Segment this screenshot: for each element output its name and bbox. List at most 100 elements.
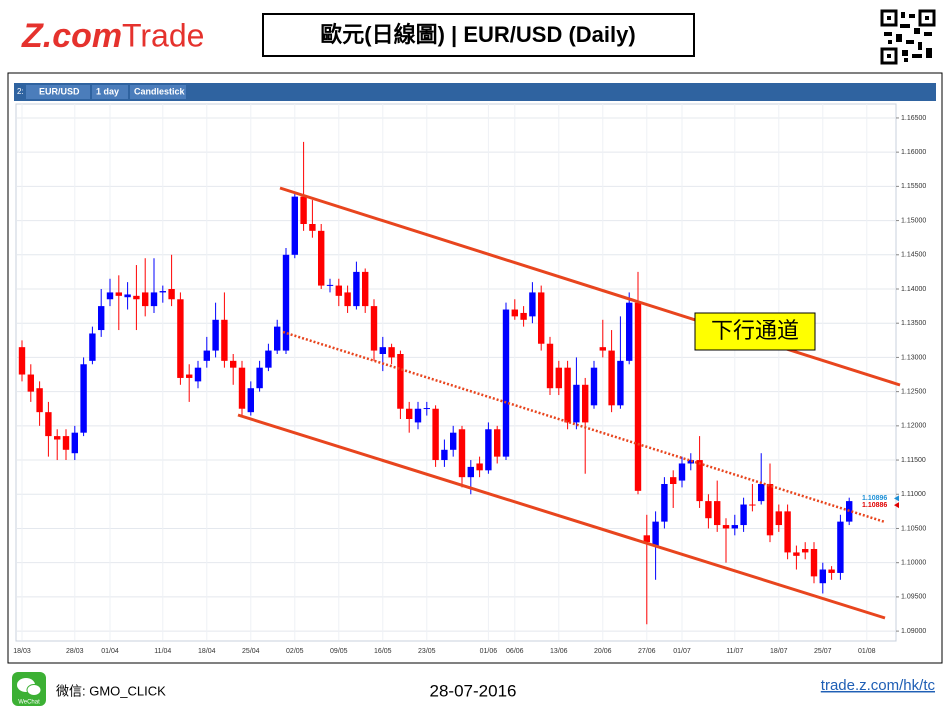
candle-body bbox=[221, 319, 228, 361]
candle-body bbox=[476, 463, 483, 471]
x-tick-label: 01/08 bbox=[858, 648, 876, 655]
annotation-box bbox=[694, 312, 816, 351]
candle-body bbox=[353, 271, 360, 307]
candle-body bbox=[458, 429, 466, 478]
toolbar-index: 2: bbox=[17, 87, 24, 96]
candle-body bbox=[766, 484, 774, 536]
x-tick-label: 01/04 bbox=[101, 648, 119, 655]
candle-body bbox=[678, 463, 686, 481]
candle-body bbox=[309, 224, 316, 231]
logo-trade: Trade bbox=[122, 17, 204, 53]
y-tick-label: 1.11000 bbox=[901, 491, 926, 498]
toolbar-interval: 1 day bbox=[96, 86, 119, 96]
candle-body bbox=[282, 254, 290, 351]
candle-body bbox=[626, 302, 633, 361]
x-tick-label: 25/07 bbox=[814, 648, 832, 655]
candle-body bbox=[758, 484, 765, 502]
candle-body bbox=[274, 326, 281, 351]
candle-body bbox=[168, 289, 175, 300]
candle-body bbox=[450, 432, 457, 450]
x-tick-label: 13/06 bbox=[550, 648, 568, 655]
x-tick-label: 23/05 bbox=[418, 648, 436, 655]
candle-body bbox=[731, 525, 738, 529]
toolbar-tab bbox=[130, 85, 186, 99]
candle-body bbox=[705, 501, 712, 519]
candle-body bbox=[89, 333, 96, 361]
candle-body bbox=[344, 292, 351, 307]
x-tick-label: 25/04 bbox=[242, 648, 260, 655]
candle-body bbox=[142, 292, 149, 307]
candle-body bbox=[247, 388, 254, 413]
candle-body bbox=[80, 364, 87, 433]
plot-area bbox=[15, 103, 897, 642]
candle-body bbox=[670, 477, 677, 484]
price-marker-label: 1.10886 bbox=[862, 502, 887, 509]
candle-body bbox=[326, 284, 334, 286]
candle-body bbox=[599, 347, 606, 351]
x-tick-label: 16/05 bbox=[374, 648, 392, 655]
candle-body bbox=[775, 511, 782, 526]
candle-body bbox=[150, 292, 158, 307]
candle-body bbox=[194, 367, 202, 382]
candle-body bbox=[643, 535, 650, 543]
candle-body bbox=[212, 319, 219, 351]
candle-body bbox=[18, 347, 26, 375]
candle-body bbox=[362, 271, 369, 307]
candle-body bbox=[133, 295, 140, 300]
toolbar-style: Candlestick bbox=[134, 86, 186, 96]
candle-body bbox=[98, 306, 105, 331]
mid-channel-line bbox=[282, 330, 886, 524]
candle-body bbox=[538, 292, 545, 344]
candle-body bbox=[740, 504, 747, 526]
x-tick-label: 28/03 bbox=[66, 648, 84, 655]
candle-body bbox=[573, 384, 580, 423]
y-tick-label: 1.16500 bbox=[901, 115, 926, 122]
price-marker bbox=[894, 495, 899, 502]
candle-body bbox=[335, 285, 342, 296]
candle-body bbox=[441, 449, 448, 461]
candle-body bbox=[423, 408, 430, 410]
title-box bbox=[262, 13, 695, 57]
candle-body bbox=[582, 384, 589, 423]
candle-body bbox=[546, 343, 554, 389]
candle-body bbox=[291, 196, 298, 255]
x-tick-label: 01/06 bbox=[480, 648, 498, 655]
candle-body bbox=[687, 460, 694, 464]
candle-body bbox=[529, 292, 536, 317]
candle-body bbox=[159, 291, 166, 293]
candle-body bbox=[564, 367, 571, 423]
candle-body bbox=[802, 549, 809, 553]
annotation: 下行通道 bbox=[711, 318, 799, 343]
toolbar bbox=[14, 83, 936, 101]
candle-body bbox=[186, 374, 193, 378]
candle-body bbox=[749, 504, 756, 506]
url[interactable]: trade.z.com/hk/tc bbox=[821, 677, 936, 694]
candle-body bbox=[784, 511, 791, 553]
candle-body bbox=[608, 350, 615, 406]
x-tick-label: 11/04 bbox=[154, 648, 171, 655]
y-tick-label: 1.16000 bbox=[901, 149, 926, 156]
x-tick-label: 18/03 bbox=[13, 648, 31, 655]
y-tick-label: 1.13000 bbox=[901, 354, 926, 361]
qr-code bbox=[880, 9, 936, 65]
x-tick-label: 20/06 bbox=[594, 648, 612, 655]
candle-body bbox=[36, 388, 43, 413]
y-tick-label: 1.15500 bbox=[901, 183, 926, 190]
y-tick-label: 1.12000 bbox=[901, 423, 926, 430]
x-tick-label: 11/07 bbox=[726, 648, 743, 655]
candle-body bbox=[27, 374, 34, 392]
candle-body bbox=[177, 299, 184, 378]
toolbar-symbol: EUR/USD bbox=[39, 86, 80, 96]
candle-body bbox=[62, 436, 70, 450]
candle-body bbox=[54, 436, 61, 440]
candle-body bbox=[414, 408, 422, 423]
plot: 1.09000 1.09500 1.10000 1.10500 1.11000 1.115… bbox=[13, 104, 926, 655]
y-tick-label: 1.09000 bbox=[901, 628, 926, 635]
toolbar-tab bbox=[92, 85, 128, 99]
wechat-bubble bbox=[26, 684, 42, 696]
x-tick-label: 01/07 bbox=[673, 648, 691, 655]
upper-channel-line bbox=[279, 186, 901, 387]
wechat-icon-label: WeChat bbox=[18, 700, 40, 706]
date: 28-07-2016 bbox=[430, 681, 517, 700]
